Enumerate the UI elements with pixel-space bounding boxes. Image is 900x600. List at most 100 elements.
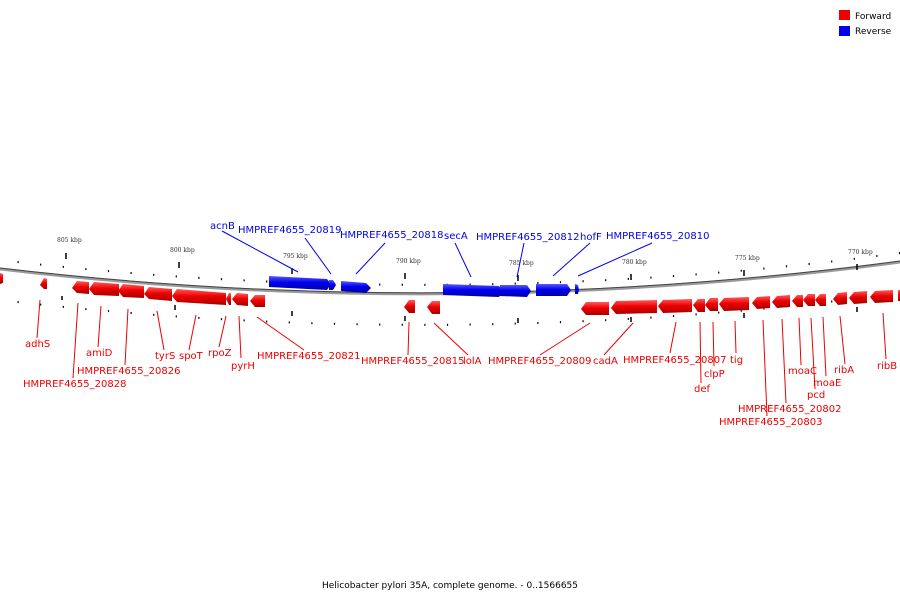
minor-dot-tick	[401, 283, 403, 286]
minor-dot-tick	[175, 315, 177, 318]
gene-amiD[interactable]	[72, 281, 89, 294]
minor-dot-tick	[559, 321, 562, 324]
leader-HMPREF4655_20821	[256, 316, 305, 351]
label-HMPREF4655_20807: HMPREF4655_20807	[623, 355, 726, 366]
gene-cadA[interactable]	[611, 300, 657, 314]
gene-HMPREF4655_20803[interactable]	[752, 296, 770, 309]
label-ribB: ribB	[877, 361, 897, 372]
minor-dot-tick	[175, 275, 177, 278]
minor-dot-tick	[401, 323, 403, 326]
gene-HMPREF4655_20815[interactable]	[404, 300, 415, 313]
leader-moaC	[798, 317, 802, 366]
axis-tick-label-805: 805 kbp	[57, 237, 82, 244]
leader-tyrS	[156, 310, 165, 351]
gene-adhS-b[interactable]	[40, 278, 47, 289]
minor-dot-tick	[718, 311, 720, 314]
gene-HMPREF4655_20809[interactable]	[581, 302, 609, 315]
minor-dot-tick	[672, 315, 675, 318]
gene-HMPREF4655_20828[interactable]	[89, 282, 119, 296]
axis-tick-label-775: 775 kbp	[735, 255, 760, 262]
minor-dot-tick	[446, 323, 449, 326]
gene-tig[interactable]	[719, 297, 749, 311]
label-tyrS: tyrS	[155, 351, 175, 362]
label-secA: secA	[444, 231, 468, 242]
label-clpP: clpP	[704, 369, 725, 380]
label-HMPREF4655_20821: HMPREF4655_20821	[257, 351, 360, 362]
minor-dot-tick	[243, 279, 245, 282]
minor-dot-tick	[469, 283, 471, 286]
minor-dot-tick	[785, 265, 788, 268]
minor-dot-tick	[605, 279, 607, 282]
legend-reverse-swatch	[839, 26, 850, 36]
gene-HMPREF4655_20818[interactable]	[341, 281, 371, 293]
gene-secA[interactable]	[443, 284, 503, 297]
minor-dot-tick	[876, 255, 878, 257]
minor-dot-tick	[831, 260, 833, 263]
forward-leaders	[36, 299, 887, 417]
legend-forward-label: Forward	[855, 12, 891, 22]
gene-moaC[interactable]	[792, 295, 803, 307]
gene-HMPREF4655_20807[interactable]	[658, 299, 692, 313]
minor-dot-tick	[311, 322, 313, 325]
leader-HMPREF4655_20807	[669, 321, 677, 354]
gene-spoT[interactable]	[172, 289, 226, 305]
forward-labels: adhS amiD HMPREF4655_20828 HMPREF4655_20…	[23, 339, 897, 428]
gene-ribA[interactable]	[833, 292, 847, 305]
minor-dot-tick	[808, 263, 810, 265]
label-ribA: ribA	[834, 365, 854, 376]
leader-lolA	[433, 322, 469, 356]
leader-rpoZ	[218, 315, 227, 348]
minor-dot-tick	[220, 318, 223, 321]
gene-HMPREF4655_20819[interactable]	[329, 280, 336, 290]
label-pyrH: pyrH	[231, 361, 255, 372]
leader-tig	[734, 320, 737, 354]
minor-dot-tick	[740, 309, 742, 312]
minor-dot-tick	[424, 283, 426, 286]
axis-tick-label-785: 785 kbp	[509, 260, 534, 267]
axis-tick-label-770: 770 kbp	[848, 249, 873, 256]
gene-tyrS[interactable]	[144, 287, 172, 301]
leader-secA	[454, 242, 472, 278]
minor-dot-tick	[537, 322, 539, 324]
label-def: def	[694, 384, 711, 395]
label-acnB: acnB	[210, 221, 235, 232]
leader-hofF	[552, 242, 591, 277]
minor-dot-tick	[85, 268, 87, 271]
minor-dot-tick	[718, 271, 720, 274]
gene-hofF[interactable]	[536, 284, 571, 296]
reverse-leaders	[221, 230, 653, 278]
gene-HMPREF4655_20826[interactable]	[118, 284, 144, 298]
gene-pyrH[interactable]	[232, 293, 248, 306]
gene-rpoZ[interactable]	[226, 293, 231, 305]
gene-HMPREF4655_20810[interactable]	[575, 284, 579, 294]
gene-moaE[interactable]	[815, 294, 826, 306]
gene-ribB[interactable]	[849, 291, 867, 304]
minor-dot-tick	[627, 317, 629, 320]
minor-dot-tick	[424, 323, 426, 326]
minor-dot-tick	[40, 303, 42, 306]
gene-def[interactable]	[693, 299, 705, 312]
minor-dot-tick	[672, 275, 675, 278]
minor-dot-tick	[379, 323, 381, 326]
minor-dot-tick	[831, 300, 833, 303]
gene-adhS[interactable]	[0, 273, 3, 284]
minor-dot-tick	[582, 280, 584, 283]
gene-pcd[interactable]	[803, 294, 815, 306]
gene-ribB-b[interactable]	[870, 290, 893, 303]
minor-dot-tick	[333, 322, 336, 325]
label-HMPREF4655_20818: HMPREF4655_20818	[340, 230, 443, 241]
gene-HMPREF4655_20821[interactable]	[250, 295, 265, 307]
gene-acnB[interactable]	[269, 276, 331, 290]
minor-dot-tick	[17, 261, 19, 264]
label-HMPREF4655_20810: HMPREF4655_20810	[606, 231, 709, 242]
leader-moaE	[822, 316, 827, 377]
gene-HMPREF4655_20812[interactable]	[500, 285, 531, 297]
gene-lolA[interactable]	[427, 301, 440, 314]
label-moaC: moaC	[788, 366, 817, 377]
gene-HMPREF4655_20802[interactable]	[772, 295, 790, 308]
legend-reverse-label: Reverse	[855, 27, 892, 37]
gene-clpP[interactable]	[705, 298, 718, 311]
minor-dot-tick	[266, 320, 268, 323]
leader-HMPREF4655_20810	[577, 242, 653, 277]
label-cadA: cadA	[593, 356, 618, 367]
